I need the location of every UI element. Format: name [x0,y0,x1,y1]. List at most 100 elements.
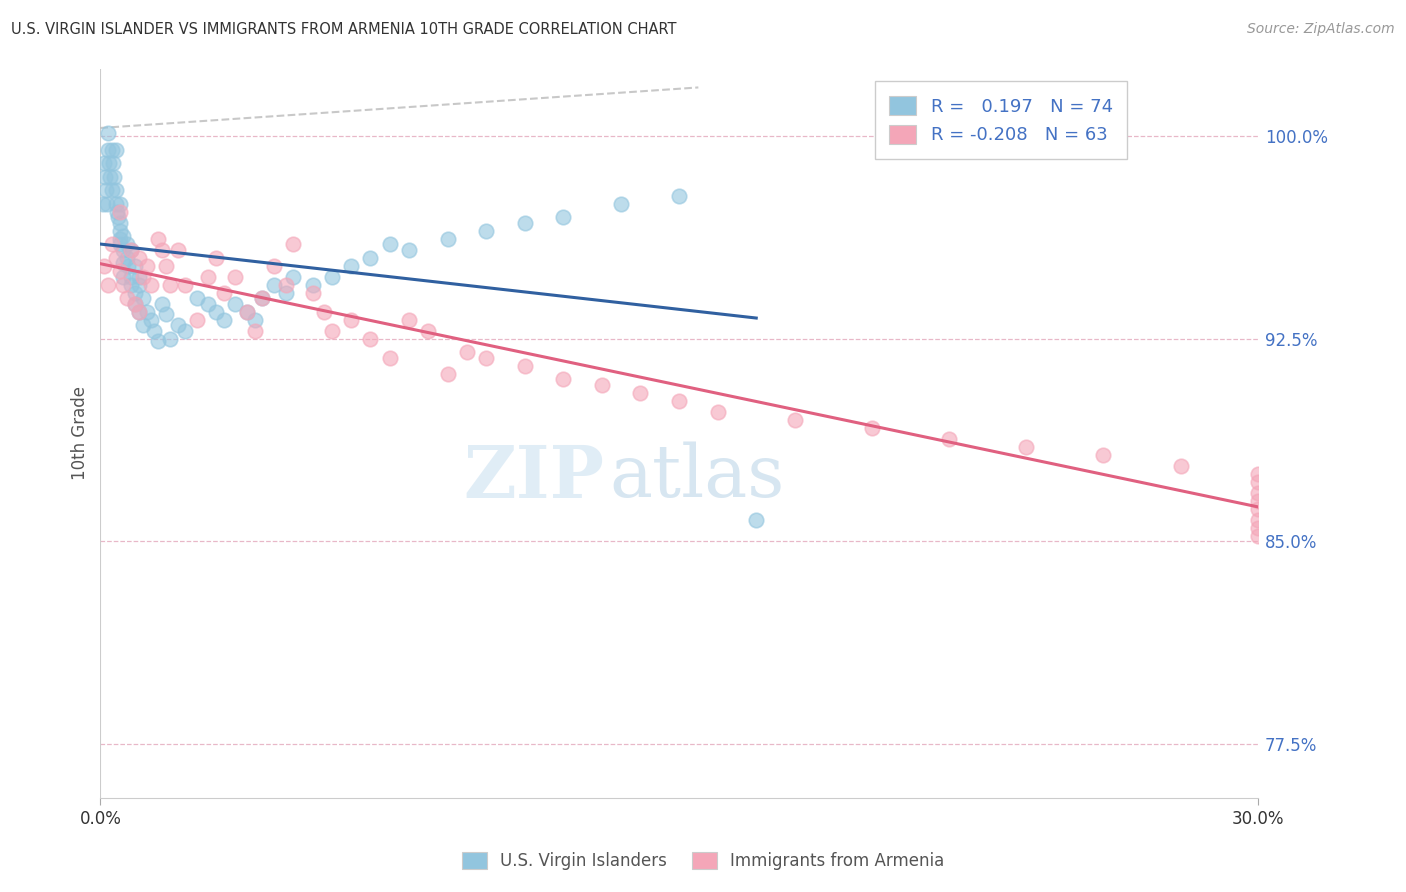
Point [112,243,135,257]
Point [110,232,132,246]
Point [128,277,150,292]
Point [610,196,633,211]
Point [132,318,155,333]
Point [340,259,363,273]
Point [783,413,806,427]
Point [1247,475,1270,489]
Point [135,304,157,318]
Point [1247,513,1270,527]
Point [103,169,125,184]
Point [205,304,228,318]
Point [117,291,139,305]
Legend: U.S. Virgin Islanders, Immigrants from Armenia: U.S. Virgin Islanders, Immigrants from A… [456,845,950,877]
Point [274,285,297,300]
Point [128,304,150,318]
Point [553,210,575,224]
Point [1247,529,1270,543]
Point [112,269,135,284]
Point [321,324,343,338]
Point [101,156,124,170]
Point [283,269,305,284]
Point [236,304,259,318]
Point [301,285,323,300]
Point [101,143,124,157]
Point [159,277,181,292]
Point [97,156,120,170]
Point [274,277,297,292]
Point [117,251,139,265]
Point [706,405,728,419]
Point [135,259,157,273]
Point [108,215,131,229]
Point [236,304,259,318]
Point [98,169,121,184]
Point [314,304,336,318]
Point [860,421,883,435]
Point [359,251,381,265]
Point [668,393,690,408]
Point [128,251,150,265]
Point [398,243,420,257]
Point [186,313,208,327]
Point [155,307,177,321]
Point [186,291,208,305]
Point [475,224,498,238]
Point [150,243,173,257]
Point [378,237,401,252]
Point [378,351,401,365]
Point [174,277,197,292]
Point [155,259,177,273]
Point [212,285,235,300]
Point [159,332,181,346]
Point [94,169,117,184]
Point [97,143,120,157]
Point [668,188,690,202]
Point [124,296,146,310]
Text: Source: ZipAtlas.com: Source: ZipAtlas.com [1247,22,1395,37]
Point [243,324,266,338]
Point [475,351,498,365]
Point [124,259,146,273]
Point [252,291,274,305]
Point [93,259,115,273]
Point [104,251,127,265]
Point [436,367,458,381]
Point [120,243,142,257]
Point [93,196,115,211]
Point [108,237,131,252]
Point [112,277,135,292]
Point [263,277,285,292]
Point [1092,448,1115,462]
Point [107,210,129,224]
Point [418,324,440,338]
Point [591,377,613,392]
Point [166,318,188,333]
Point [513,215,536,229]
Point [105,204,128,219]
Point [212,313,235,327]
Point [128,269,150,284]
Point [456,345,478,359]
Point [124,296,146,310]
Point [224,296,246,310]
Point [513,359,536,373]
Point [301,277,323,292]
Point [1170,458,1192,473]
Point [150,296,173,310]
Point [101,237,124,252]
Point [938,432,960,446]
Point [359,332,381,346]
Point [108,204,131,219]
Point [166,243,188,257]
Point [112,256,135,270]
Point [197,296,219,310]
Point [108,196,131,211]
Point [97,127,120,141]
Point [1247,502,1270,516]
Point [96,196,118,211]
Point [197,269,219,284]
Point [283,237,305,252]
Point [340,313,363,327]
Point [112,229,135,244]
Point [93,156,115,170]
